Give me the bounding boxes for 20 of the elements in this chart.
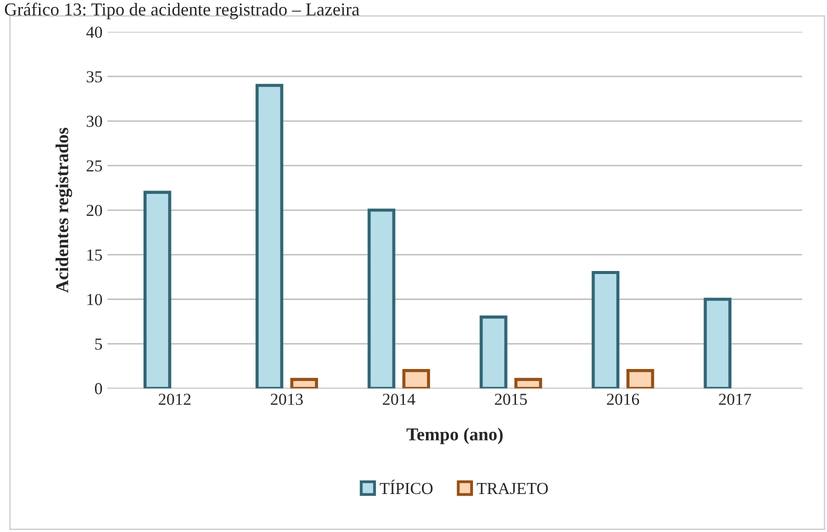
- x-tick-label: 2013: [270, 394, 303, 405]
- legend-label: TRAJETO: [476, 482, 548, 494]
- y-tick-label: 35: [86, 71, 102, 82]
- y-axis-title: Acidentes registrados: [56, 128, 72, 293]
- chart-title: Gráfico 13: Tipo de acidente registrado – Lazeira: [4, 2, 360, 20]
- y-tick-label: 30: [86, 116, 102, 127]
- x-tick-label: 2012: [158, 394, 190, 405]
- x-axis-title: Tempo (ano): [406, 428, 503, 444]
- y-tick-label: 40: [86, 26, 102, 38]
- y-tick-label: 10: [87, 294, 102, 306]
- y-tick-label: 15: [87, 249, 102, 261]
- y-tick-label: 25: [86, 160, 102, 172]
- x-tick-label: 2015: [494, 394, 527, 405]
- x-tick-label: 2017: [719, 394, 752, 405]
- y-tick-label: 5: [95, 338, 102, 350]
- y-tick-label: 0: [94, 383, 102, 394]
- legend-label: TÍPICO: [380, 480, 433, 494]
- x-tick-label: 2014: [382, 394, 416, 405]
- x-tick-label: 2016: [606, 394, 640, 405]
- y-tick-label: 20: [86, 204, 102, 216]
